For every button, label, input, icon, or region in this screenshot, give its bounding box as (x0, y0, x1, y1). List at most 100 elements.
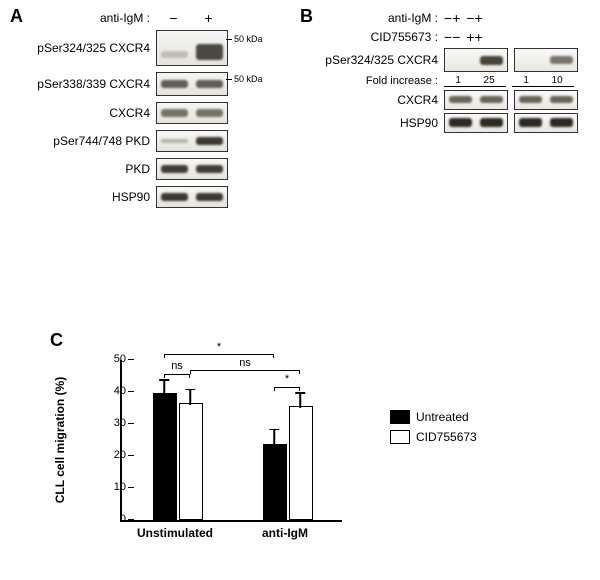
western-blot (156, 186, 228, 208)
blot-band (550, 96, 574, 103)
blot-band (449, 96, 473, 103)
blot-lane (546, 49, 577, 71)
blot-band (196, 109, 223, 117)
error-bar (163, 379, 165, 395)
blot-lane (476, 114, 507, 132)
blot-lane (515, 91, 546, 109)
significance-label: ns (167, 360, 187, 372)
y-tick: 50 (108, 353, 126, 365)
legend-item: CID755673 (390, 430, 477, 444)
western-blot (156, 158, 228, 180)
blot-lane (445, 114, 476, 132)
blot-band (480, 96, 504, 103)
y-tick: 40 (108, 385, 126, 397)
blot-lane (476, 49, 507, 71)
blot-band (480, 56, 504, 65)
western-blot (514, 90, 578, 110)
blot-band (480, 118, 504, 127)
significance-bracket (190, 370, 300, 371)
fold-value: 10 (552, 75, 563, 86)
blot-lane (515, 114, 546, 132)
bar (263, 444, 287, 520)
condition-value: + (204, 10, 212, 26)
blot-lane (157, 31, 192, 65)
blot-band (550, 56, 574, 63)
condition-value: + (452, 10, 460, 26)
western-blot (156, 72, 228, 96)
blot-label: pSer324/325 CXCR4 (20, 41, 156, 55)
blot-lane (445, 91, 476, 109)
blot-lane (445, 49, 476, 71)
error-bar (299, 392, 301, 408)
significance-label: ns (235, 357, 255, 369)
blot-lane (157, 131, 192, 151)
condition-value: − (169, 10, 177, 26)
y-tick: 30 (108, 417, 126, 429)
blot-label: CXCR4 (310, 93, 444, 107)
mw-marker: 50 kDa (226, 74, 263, 84)
blot-label: pSer324/325 CXCR4 (310, 53, 444, 67)
fold-increase-label: Fold increase : (310, 75, 444, 87)
blot-band (161, 51, 188, 58)
blot-lane (546, 114, 577, 132)
condition-value: + (475, 29, 483, 45)
figure: A anti-IgM :−+pSer324/325 CXCR450 kDapSe… (0, 0, 600, 580)
western-blot (444, 113, 508, 133)
legend-label: Untreated (416, 410, 469, 424)
panel-a: anti-IgM :−+pSer324/325 CXCR450 kDapSer3… (20, 10, 280, 214)
western-blot (514, 48, 578, 72)
western-blot (156, 102, 228, 124)
fold-values: 125110 (444, 75, 574, 87)
blot-lane (157, 103, 192, 123)
panel-b-condition-values: −+−+ (444, 10, 483, 26)
legend-label: CID755673 (416, 430, 477, 444)
western-blot (514, 113, 578, 133)
condition-value: + (466, 29, 474, 45)
blot-lane (192, 73, 227, 95)
blot-band (161, 139, 188, 143)
blot-lane (192, 103, 227, 123)
blot-band (161, 80, 188, 89)
significance-bracket (274, 387, 300, 388)
y-tick: 10 (108, 481, 126, 493)
y-tick: 0 (108, 513, 126, 525)
blot-label: HSP90 (20, 190, 156, 204)
blot-lane (515, 49, 546, 71)
blot-lane (157, 187, 192, 207)
blot-band (196, 165, 223, 173)
condition-value: − (452, 29, 460, 45)
blot-band (449, 118, 473, 127)
blot-lane (192, 159, 227, 179)
panel-b-condition-label: anti-IgM : (310, 11, 444, 25)
bar-chart: ns**ns (120, 360, 342, 522)
condition-value: − (466, 10, 474, 26)
blot-lane (192, 131, 227, 151)
y-axis-label: CLL cell migration (%) (53, 377, 67, 503)
blot-lane (192, 187, 227, 207)
legend: Untreated CID755673 (390, 410, 477, 450)
panel-b: anti-IgM :−+−+CID755673 :−−++pSer324/325… (310, 10, 590, 136)
bar (179, 403, 203, 520)
blot-band (161, 193, 188, 202)
panel-a-condition-values: −+ (156, 10, 226, 26)
western-blot (156, 130, 228, 152)
blot-band (550, 118, 574, 127)
blot-band (519, 96, 543, 103)
condition-value: − (444, 29, 452, 45)
blot-lane (476, 91, 507, 109)
condition-value: − (444, 10, 452, 26)
blot-band (161, 109, 188, 117)
western-blot (156, 30, 228, 66)
blot-lane (192, 31, 227, 65)
blot-band (519, 118, 543, 127)
error-bar (273, 429, 275, 447)
blot-band (196, 44, 223, 60)
western-blot (444, 90, 508, 110)
legend-swatch (390, 430, 410, 444)
panel-b-condition-label: CID755673 : (310, 30, 444, 44)
blot-label: pSer338/339 CXCR4 (20, 77, 156, 91)
blot-label: CXCR4 (20, 106, 156, 120)
error-bar (189, 389, 191, 405)
x-tick-label: Unstimulated (120, 526, 230, 540)
x-tick-label: anti-IgM (230, 526, 340, 540)
